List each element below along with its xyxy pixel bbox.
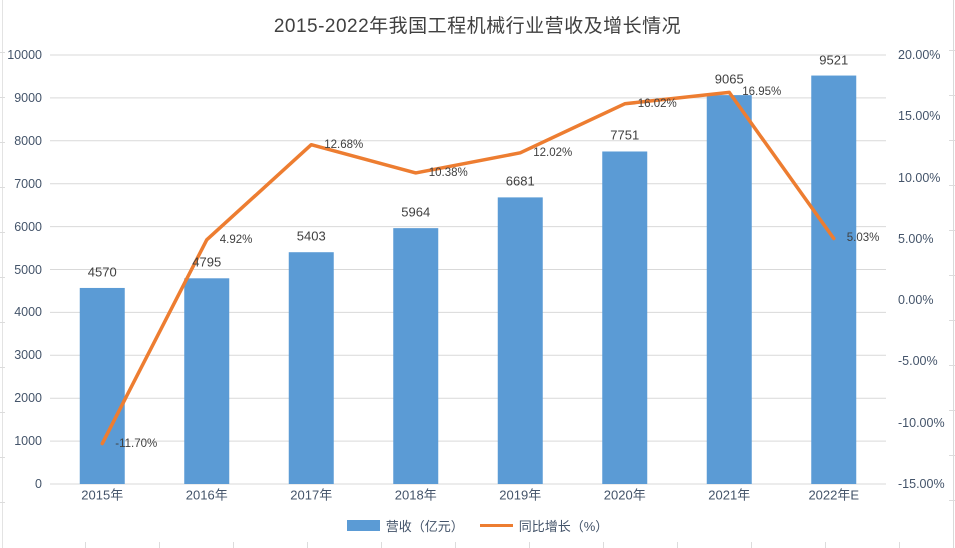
left-axis-tick: 8000 [14, 133, 42, 148]
bar [602, 151, 648, 484]
bar [706, 95, 752, 484]
chart-title: 2015-2022年我国工程机械行业营收及增长情况 [273, 16, 682, 37]
right-axis-tick: -15.00% [898, 477, 945, 491]
left-axis-tick: 10000 [7, 48, 42, 62]
line-value-label: 16.95% [742, 86, 782, 99]
bar [393, 228, 439, 484]
x-axis-category: 2022年E [808, 487, 860, 503]
right-axis-tick: 10.00% [898, 170, 941, 185]
bar-value-label: 4570 [87, 264, 117, 280]
left-axis-tick: 6000 [14, 219, 42, 234]
bar-value-label: 6681 [505, 173, 535, 189]
left-axis-tick: 4000 [14, 305, 42, 320]
bar-value-label: 7751 [610, 127, 640, 143]
bar-value-label: 4795 [192, 254, 222, 270]
x-axis-category: 2020年 [603, 487, 646, 503]
line-value-label: 16.02% [637, 97, 677, 110]
bar [497, 197, 543, 484]
left-axis-tick: 5000 [14, 262, 42, 277]
worksheet-row-ticks [949, 6, 955, 542]
bar [184, 278, 230, 484]
left-axis-tick: 2000 [14, 391, 42, 406]
legend-item-revenue: 营收（亿元） [346, 516, 464, 535]
x-axis-category: 2018年 [394, 487, 437, 503]
legend-label-growth: 同比增长（%） [518, 519, 609, 534]
line-value-label: 4.92% [219, 233, 253, 246]
left-axis-tick: 7000 [14, 176, 42, 191]
bar-value-label: 5403 [296, 228, 326, 244]
bar-value-label: 9521 [819, 52, 849, 68]
x-axis-category: 2015年 [81, 487, 124, 503]
bar-value-label: 9065 [714, 71, 744, 87]
right-axis-tick: 5.00% [898, 231, 934, 246]
x-axis-category: 2021年 [708, 487, 751, 503]
right-axis-tick: -10.00% [898, 415, 945, 430]
bar-value-label: 5964 [401, 204, 431, 220]
line-value-label: 12.68% [324, 138, 364, 151]
right-axis-tick: -5.00% [898, 354, 938, 369]
left-axis-tick: 0 [35, 477, 42, 491]
left-axis-tick: 3000 [14, 348, 42, 363]
line-value-label: -11.70% [115, 437, 158, 450]
bar [811, 75, 857, 484]
x-axis-category: 2017年 [290, 487, 333, 503]
bar [288, 252, 334, 484]
worksheet-row-ticks [0, 8, 5, 540]
line-value-label: 12.02% [533, 146, 573, 159]
right-axis-tick: 0.00% [898, 293, 934, 308]
legend-bar-swatch-icon [346, 520, 380, 531]
bar [79, 287, 125, 484]
legend-line-swatch-icon [479, 523, 513, 528]
legend-item-growth: 同比增长（%） [479, 516, 609, 535]
x-axis-category: 2019年 [499, 487, 542, 503]
x-axis-category: 2016年 [185, 487, 228, 503]
line-value-label: 5.03% [846, 232, 880, 245]
left-axis-tick: 1000 [14, 434, 42, 449]
left-axis-tick: 9000 [14, 90, 42, 105]
right-axis-tick: 15.00% [898, 109, 941, 124]
worksheet-column-ticks [12, 542, 949, 548]
line-value-label: 10.38% [428, 166, 468, 179]
growth-line [100, 90, 836, 446]
legend-label-revenue: 营收（亿元） [385, 519, 464, 534]
right-axis-tick: 20.00% [898, 48, 941, 62]
chart-legend: 营收（亿元） 同比增长（%） [0, 516, 955, 535]
